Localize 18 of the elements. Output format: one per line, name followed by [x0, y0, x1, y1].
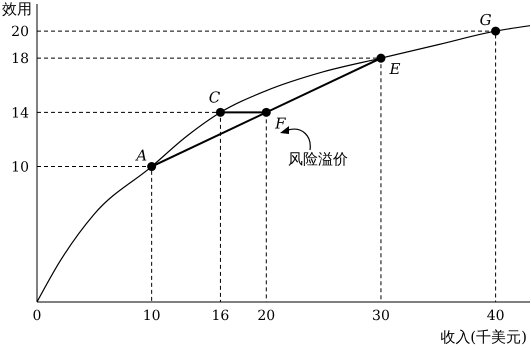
annotation: F — [274, 114, 286, 132]
x-tick-label: 10 — [142, 308, 161, 324]
x-tick-label: 20 — [257, 308, 276, 324]
x-tick-label: 30 — [372, 308, 390, 324]
y-tick-label: 20 — [11, 24, 29, 40]
x-tick-label: 40 — [486, 308, 505, 324]
y-axis-title: 效用 — [2, 0, 32, 19]
x-tick-label: 16 — [212, 308, 230, 324]
y-tick-label: 18 — [11, 51, 29, 68]
x-axis-title: 收入(千美元) — [440, 328, 527, 347]
annotation: C — [208, 88, 221, 106]
annotation: E — [388, 60, 400, 78]
annotation: G — [480, 11, 492, 30]
y-tick-label: 14 — [11, 105, 30, 122]
x-tick-label: 0 — [32, 308, 42, 324]
y-tick-label: 10 — [11, 160, 29, 176]
annotation: A — [134, 146, 148, 165]
annotation: 风险溢价 — [288, 150, 348, 169]
